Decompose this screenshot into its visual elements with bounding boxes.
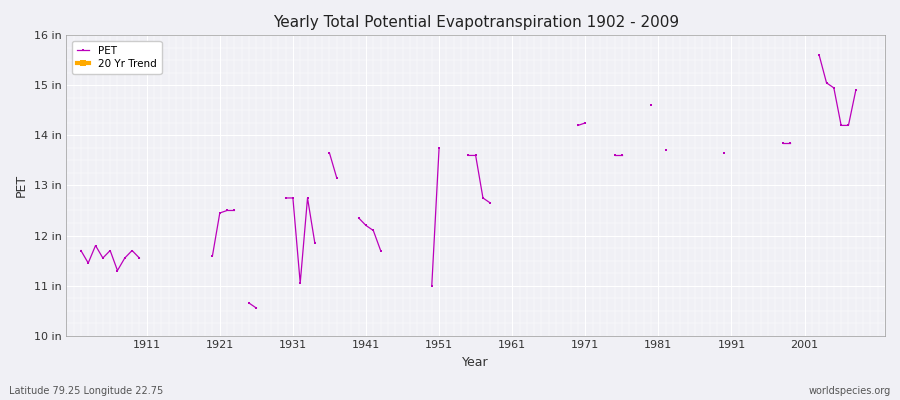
PET [127, 248, 138, 253]
PET [90, 243, 101, 248]
PET [76, 248, 86, 253]
Title: Yearly Total Potential Evapotranspiration 1902 - 2009: Yearly Total Potential Evapotranspiratio… [273, 15, 679, 30]
Y-axis label: PET: PET [15, 174, 28, 197]
PET [83, 261, 94, 266]
PET [97, 256, 108, 260]
PET [104, 248, 115, 253]
Line: PET: PET [79, 244, 140, 272]
Text: worldspecies.org: worldspecies.org [809, 386, 891, 396]
X-axis label: Year: Year [463, 356, 489, 369]
Legend: PET, 20 Yr Trend: PET, 20 Yr Trend [71, 40, 161, 74]
PET [112, 268, 123, 273]
PET [120, 256, 130, 260]
Text: Latitude 79.25 Longitude 22.75: Latitude 79.25 Longitude 22.75 [9, 386, 163, 396]
PET [134, 256, 145, 260]
